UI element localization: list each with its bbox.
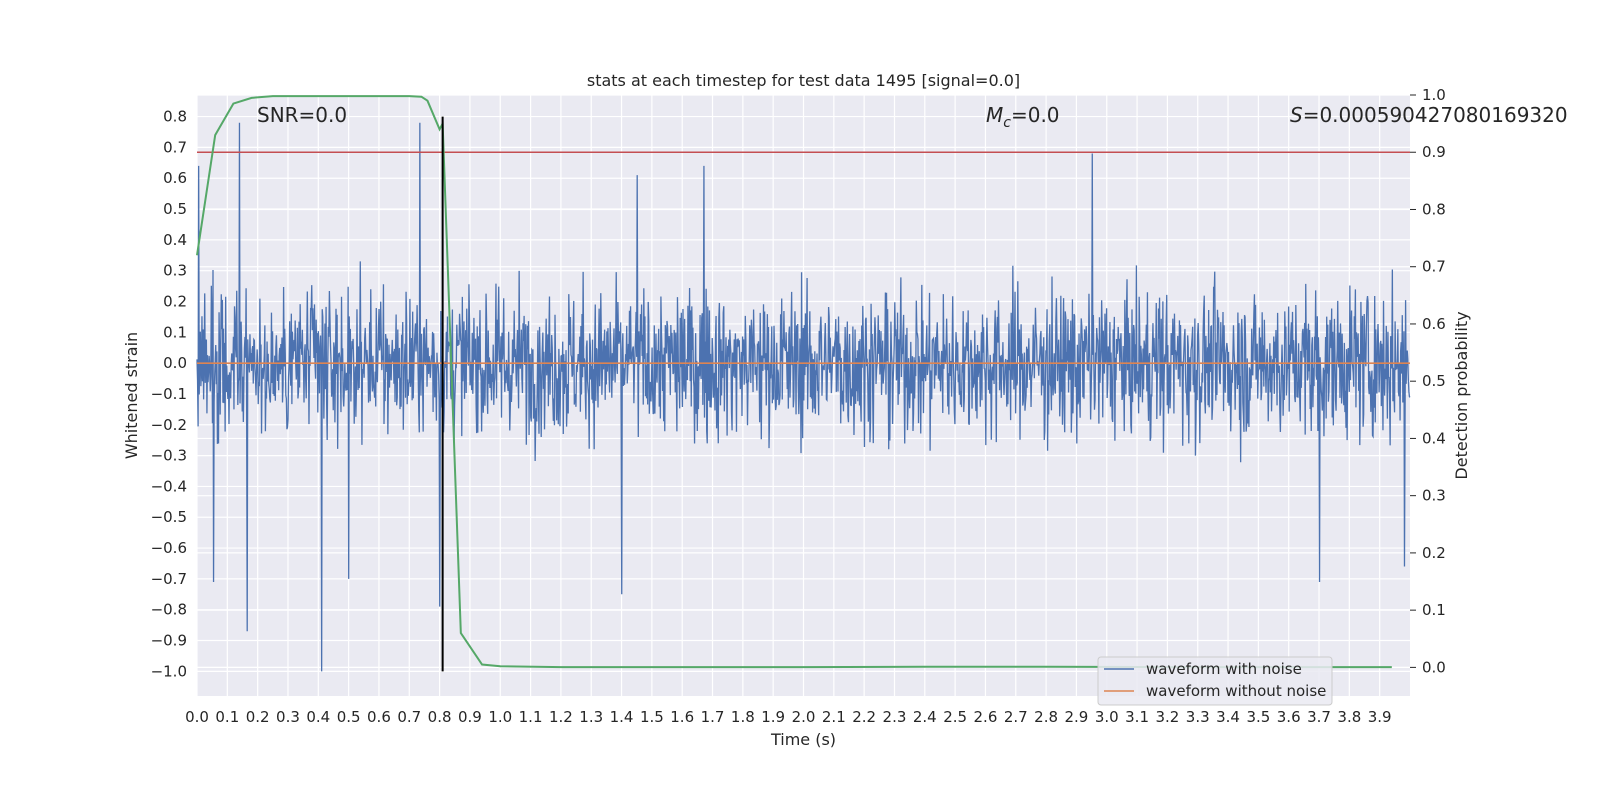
x-tick-label: 2.9 — [1064, 708, 1088, 726]
legend: waveform with noise waveform without noi… — [1097, 656, 1333, 706]
y2-tick-label: 0.2 — [1422, 544, 1446, 562]
x-tick-label: 1.7 — [701, 708, 725, 726]
y2-tick-label: 0.5 — [1422, 372, 1446, 390]
x-tick-label: 0.3 — [276, 708, 300, 726]
x-tick-label: 3.5 — [1246, 708, 1270, 726]
y2-tick-label: 0.8 — [1422, 200, 1446, 218]
y2-tick-label: 0.6 — [1422, 315, 1446, 333]
tick-labels: 0.0 0.1 0.2 0.3 0.4 0.5 0.6 0.7 0.8 0.9 1.0 1.1 1.2 1… — [151, 86, 1446, 726]
x-tick-label: 3.8 — [1337, 708, 1361, 726]
x-tick-label: 2.3 — [883, 708, 907, 726]
snr-annotation: SNR=0.0 — [257, 103, 347, 127]
x-tick-label: 2.1 — [822, 708, 846, 726]
s-value: =0.000590427080169320 — [1303, 103, 1568, 127]
x-tick-label: 1.2 — [549, 708, 573, 726]
x-tick-label: 2.2 — [852, 708, 876, 726]
x-tick-label: 1.5 — [640, 708, 664, 726]
y-tick-label: −0.6 — [151, 539, 187, 557]
x-axis-label: Time (s) — [770, 730, 836, 749]
x-tick-label: 0.8 — [428, 708, 452, 726]
x-tick-label: 3.9 — [1368, 708, 1392, 726]
y2-tick-label: 0.7 — [1422, 258, 1446, 276]
x-tick-label: 2.8 — [1034, 708, 1058, 726]
y-tick-label: 0.3 — [163, 262, 187, 280]
series-waveform-with-noise — [196, 122, 1411, 672]
mc-value: =0.0 — [1011, 103, 1060, 127]
x-tick-label: 3.4 — [1216, 708, 1240, 726]
y2-tick-label: 0.1 — [1422, 601, 1446, 619]
y-tick-label: −1.0 — [151, 662, 187, 680]
y-axis-label: Whitened strain — [122, 332, 141, 459]
y2-tick-label: 0.4 — [1422, 429, 1446, 447]
x-tick-label: 1.9 — [761, 708, 785, 726]
x-tick-label: 2.0 — [792, 708, 816, 726]
x-tick-label: 2.7 — [1004, 708, 1028, 726]
mc-symbol: M — [986, 103, 1003, 127]
y-tick-label: 0.8 — [163, 108, 187, 126]
y-tick-label: 0.5 — [163, 200, 187, 218]
y2-tick-label: 0.9 — [1422, 143, 1446, 161]
y2-tick-label: 0.3 — [1422, 487, 1446, 505]
x-tick-label: 3.7 — [1307, 708, 1331, 726]
x-tick-label: 0.6 — [367, 708, 391, 726]
mc-subscript: c — [1003, 115, 1011, 131]
x-tick-label: 3.3 — [1186, 708, 1210, 726]
legend-label-clean: waveform without noise — [1146, 682, 1326, 700]
y-tick-label: −0.5 — [151, 508, 187, 526]
x-tick-label: 2.6 — [974, 708, 998, 726]
legend-box — [1097, 656, 1333, 706]
y2-tick-label: 1.0 — [1422, 86, 1446, 104]
y-tick-label: −0.4 — [151, 477, 187, 495]
y-tick-label: 0.6 — [163, 169, 187, 187]
y-tick-label: 0.4 — [163, 231, 187, 249]
x-tick-label: 3.2 — [1155, 708, 1179, 726]
x-tick-label: 1.3 — [579, 708, 603, 726]
chart-title: stats at each timestep for test data 149… — [587, 71, 1020, 90]
x-tick-label: 0.9 — [458, 708, 482, 726]
x-tick-label: 0.1 — [215, 708, 239, 726]
s-symbol: S — [1290, 103, 1303, 127]
x-tick-label: 0.7 — [397, 708, 421, 726]
y2-axis-label: Detection probability — [1452, 311, 1471, 479]
x-tick-label: 2.4 — [913, 708, 937, 726]
s-annotation: S=0.000590427080169320 — [1290, 103, 1568, 127]
x-tick-label: 0.4 — [306, 708, 330, 726]
y-tick-label: −0.1 — [151, 385, 187, 403]
y-tick-label: 0.0 — [163, 354, 187, 372]
x-tick-label: 0.5 — [337, 708, 361, 726]
y-tick-label: −0.7 — [151, 570, 187, 588]
y-tick-label: −0.9 — [151, 632, 187, 650]
x-tick-label: 0.0 — [185, 708, 209, 726]
x-tick-label: 3.0 — [1095, 708, 1119, 726]
series-layer — [196, 95, 1411, 672]
x-tick-label: 2.5 — [943, 708, 967, 726]
x-tick-label: 3.1 — [1125, 708, 1149, 726]
y-tick-label: 0.7 — [163, 138, 187, 156]
chirp-mass-annotation: Mc=0.0 — [986, 103, 1060, 131]
x-tick-label: 1.4 — [610, 708, 634, 726]
x-tick-label: 1.0 — [488, 708, 512, 726]
x-tick-label: 3.6 — [1277, 708, 1301, 726]
y2-tick-label: 0.0 — [1422, 658, 1446, 676]
x-tick-label: 0.2 — [246, 708, 270, 726]
legend-label-noisy: waveform with noise — [1146, 660, 1302, 678]
x-tick-label: 1.1 — [519, 708, 543, 726]
y-tick-label: 0.1 — [163, 323, 187, 341]
y-tick-label: 0.2 — [163, 292, 187, 310]
y-tick-label: −0.8 — [151, 601, 187, 619]
x-tick-label: 1.8 — [731, 708, 755, 726]
y-tick-label: −0.3 — [151, 447, 187, 465]
y-tick-label: −0.2 — [151, 416, 187, 434]
x-tick-label: 1.6 — [670, 708, 694, 726]
